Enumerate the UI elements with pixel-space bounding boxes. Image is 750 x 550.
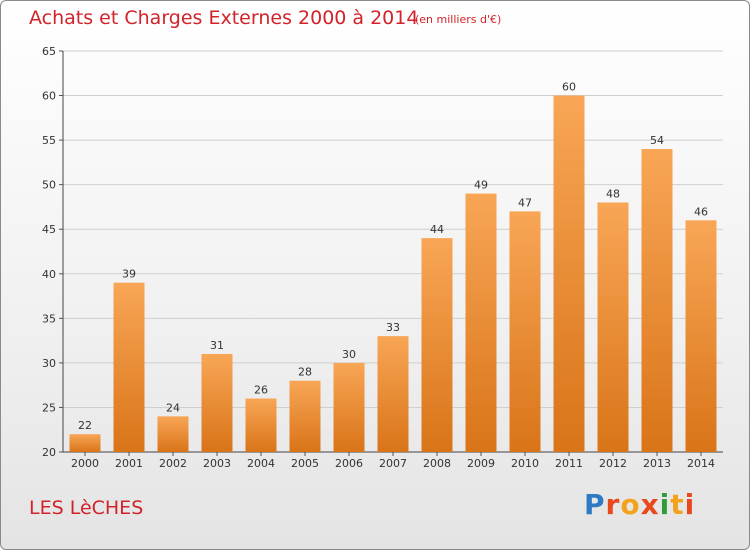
bar-2007 — [377, 336, 409, 452]
chart-title: Achats et Charges Externes 2000 à 2014 — [29, 7, 419, 29]
logo-letter: r — [605, 488, 621, 521]
data-label: 44 — [430, 223, 444, 236]
bar-2011 — [553, 95, 585, 453]
bar-2003 — [201, 353, 233, 452]
logo-letter: o — [620, 488, 641, 521]
x-tick-label: 2000 — [71, 457, 99, 470]
data-labels: 22 39 24 31 26 28 30 33 44 49 47 60 48 54 46 — [78, 81, 708, 433]
data-label: 54 — [650, 134, 664, 147]
logo-letter: i — [684, 488, 696, 521]
y-tick-label: 55 — [42, 134, 56, 147]
y-tick-label: 30 — [42, 357, 56, 370]
x-tick-label: 2009 — [467, 457, 495, 470]
data-label: 31 — [210, 339, 224, 352]
x-tick-label: 2005 — [291, 457, 319, 470]
bar-2001 — [113, 282, 145, 452]
y-tick-label: 45 — [42, 223, 56, 236]
x-tick-label: 2008 — [423, 457, 451, 470]
bar-2002 — [157, 416, 189, 452]
bar-2006 — [333, 362, 365, 452]
x-tick-label: 2001 — [115, 457, 143, 470]
x-tick-label: 2010 — [511, 457, 539, 470]
x-tick-label: 2012 — [599, 457, 627, 470]
data-label: 46 — [694, 205, 708, 218]
y-tick-label: 40 — [42, 268, 56, 281]
x-tick-label: 2006 — [335, 457, 363, 470]
data-label: 49 — [474, 179, 488, 192]
x-tick-label: 2013 — [643, 457, 671, 470]
commune-name: LES LèCHES — [29, 497, 144, 519]
bar-2010 — [509, 211, 541, 452]
y-tick-label: 20 — [42, 446, 56, 459]
proxiti-logo: Proxiti — [584, 488, 695, 521]
y-tick-label: 50 — [42, 179, 56, 192]
y-tick-label: 60 — [42, 90, 56, 103]
data-label: 60 — [562, 81, 576, 94]
bar-2013 — [641, 149, 673, 452]
bar-2009 — [465, 193, 497, 453]
x-tick-label: 2004 — [247, 457, 275, 470]
bar-2004 — [245, 398, 277, 452]
logo-letter: i — [659, 488, 671, 521]
x-tick-label: 2002 — [159, 457, 187, 470]
bar-2008 — [421, 238, 453, 452]
data-label: 26 — [254, 384, 268, 397]
data-label: 24 — [166, 401, 180, 414]
y-tick-label: 65 — [42, 45, 56, 58]
x-tick-label: 2003 — [203, 457, 231, 470]
logo-letter: x — [640, 488, 660, 521]
data-label: 39 — [122, 268, 136, 281]
bar-2005 — [289, 380, 321, 452]
bar-2012 — [597, 202, 629, 452]
unit-note: (en milliers d'€) — [415, 13, 502, 26]
data-label: 30 — [342, 348, 356, 361]
data-label: 47 — [518, 196, 532, 209]
data-label: 33 — [386, 321, 400, 334]
data-label: 48 — [606, 187, 620, 200]
y-tick-label: 35 — [42, 312, 56, 325]
bar-2000 — [69, 434, 101, 452]
data-label: 28 — [298, 366, 312, 379]
bars — [69, 95, 717, 453]
data-label: 22 — [78, 419, 92, 432]
logo-letter: t — [670, 488, 685, 521]
logo-letter: P — [584, 488, 606, 521]
x-tick-label: 2007 — [379, 457, 407, 470]
x-tick-label: 2011 — [555, 457, 583, 470]
y-tick-label: 25 — [42, 401, 56, 414]
x-tick-label: 2014 — [687, 457, 715, 470]
bar-2014 — [685, 220, 717, 452]
